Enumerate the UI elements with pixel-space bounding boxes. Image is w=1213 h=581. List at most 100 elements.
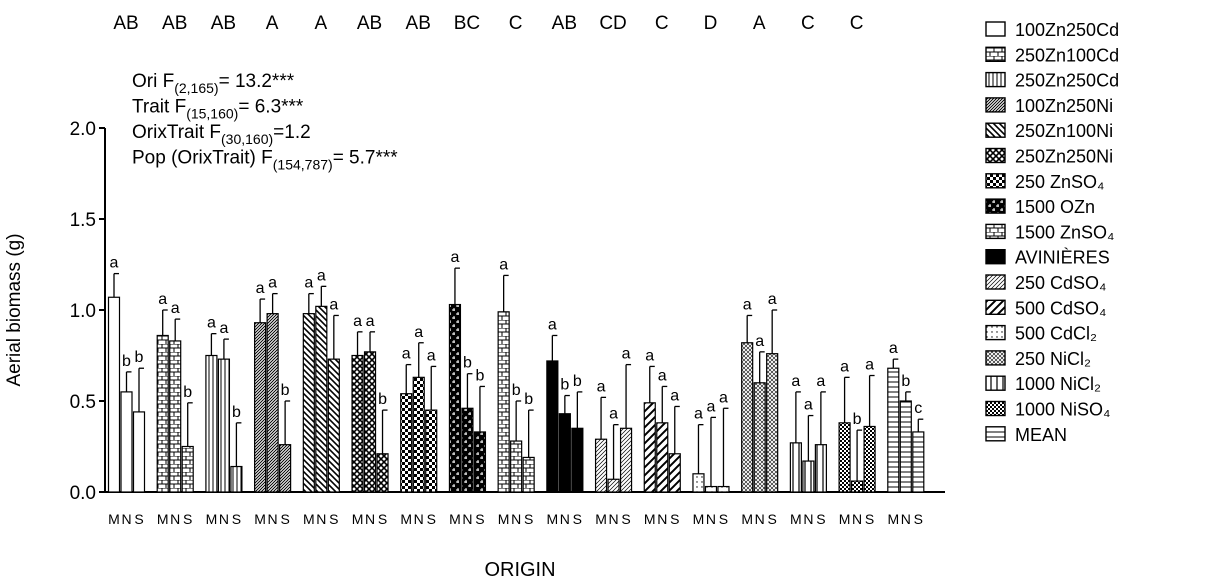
group-letter: AB bbox=[406, 13, 431, 34]
y-tick-label: 2.0 bbox=[70, 119, 96, 140]
legend-label: 100Zn250Ni bbox=[1015, 96, 1113, 116]
significance-letter: a bbox=[414, 324, 423, 341]
bar-label: N bbox=[365, 511, 375, 527]
annotation-text: Trait F bbox=[132, 97, 186, 118]
bar bbox=[448, 303, 462, 493]
significance-letter: a bbox=[755, 333, 764, 350]
significance-letter: a bbox=[658, 367, 667, 384]
legend-label: 250Zn100Ni bbox=[1015, 121, 1113, 141]
legend-swatch bbox=[985, 274, 1006, 290]
significance-letter: b bbox=[281, 382, 290, 399]
significance-letter: a bbox=[840, 358, 849, 375]
bar-label: S bbox=[134, 511, 143, 527]
significance-letter: b bbox=[463, 355, 472, 372]
bar bbox=[461, 407, 474, 493]
legend-swatch bbox=[985, 71, 1006, 88]
bar-label: N bbox=[121, 511, 131, 527]
bar bbox=[558, 413, 571, 493]
bar bbox=[717, 485, 730, 493]
significance-letter: b bbox=[512, 382, 521, 399]
group-letter: A bbox=[314, 13, 327, 34]
bar-label: S bbox=[914, 511, 923, 527]
bar bbox=[181, 445, 194, 493]
bar bbox=[594, 438, 608, 493]
significance-letter: a bbox=[427, 347, 436, 364]
bar bbox=[766, 353, 779, 493]
bar bbox=[643, 402, 656, 493]
legend-swatch bbox=[985, 46, 1006, 62]
legend-label: 100Zn250Cd bbox=[1015, 20, 1119, 40]
bar bbox=[887, 367, 900, 493]
bar bbox=[425, 409, 438, 493]
significance-letter: a bbox=[353, 313, 362, 330]
legend-swatch bbox=[985, 400, 1006, 417]
bar-label: S bbox=[329, 511, 338, 527]
bar-label: M bbox=[449, 511, 461, 527]
significance-letter: c bbox=[914, 400, 922, 417]
bar bbox=[802, 460, 815, 493]
significance-letter: b bbox=[524, 391, 533, 408]
bar bbox=[254, 322, 267, 493]
significance-letter: a bbox=[804, 397, 813, 414]
significance-letter: a bbox=[329, 296, 338, 313]
significance-letter: a bbox=[548, 316, 557, 333]
bar-label: M bbox=[595, 511, 607, 527]
significance-letter: a bbox=[597, 378, 606, 395]
bar bbox=[571, 427, 584, 493]
legend-swatch bbox=[985, 350, 1006, 366]
legend-label: 250 NiCl₂ bbox=[1015, 349, 1091, 369]
bar bbox=[205, 354, 218, 493]
bar-label: N bbox=[560, 511, 570, 527]
legend-swatch bbox=[985, 299, 1006, 315]
bar bbox=[522, 456, 535, 493]
y-tick-label: 0.5 bbox=[70, 392, 96, 413]
bar bbox=[497, 311, 510, 493]
bar-label: M bbox=[547, 511, 559, 527]
significance-letter: b bbox=[853, 411, 862, 428]
group-letter: C bbox=[509, 13, 523, 34]
significance-letter: a bbox=[694, 406, 703, 423]
annotation: OrixTrait F(30,160)=1.2 bbox=[132, 122, 311, 147]
significance-letter: a bbox=[670, 387, 679, 404]
bar bbox=[302, 313, 315, 493]
bar-label: N bbox=[706, 511, 716, 527]
significance-letter: a bbox=[816, 373, 825, 390]
annotation-value: =1.2 bbox=[273, 122, 311, 143]
bar bbox=[473, 431, 487, 493]
bar bbox=[850, 480, 864, 493]
annotation-text: OrixTrait F bbox=[132, 122, 221, 143]
bar bbox=[814, 444, 827, 493]
bar-label: S bbox=[621, 511, 630, 527]
legend-swatch bbox=[985, 122, 1006, 138]
significance-letter: a bbox=[304, 275, 313, 292]
bar bbox=[266, 313, 279, 493]
y-axis-title: Aerial biomass (g) bbox=[4, 233, 25, 386]
bar-label: N bbox=[462, 511, 472, 527]
bar-label: S bbox=[183, 511, 192, 527]
significance-letter: b bbox=[901, 373, 910, 390]
significance-letter: b bbox=[560, 377, 569, 394]
bar-label: N bbox=[852, 511, 862, 527]
annotation-subscript: (2,165) bbox=[174, 80, 218, 96]
bar-label: S bbox=[719, 511, 728, 527]
bar-label: N bbox=[901, 511, 911, 527]
annotation: Ori F(2,165)= 13.2*** bbox=[132, 71, 295, 96]
significance-letter: a bbox=[743, 296, 752, 313]
bar bbox=[899, 400, 912, 493]
legend-swatch bbox=[985, 21, 1006, 37]
significance-letter: a bbox=[768, 291, 777, 308]
annotation-subscript: (15,160) bbox=[186, 106, 238, 122]
bar-label: M bbox=[303, 511, 315, 527]
annotation-text: Pop (OrixTrait) F bbox=[132, 148, 273, 169]
significance-letter: a bbox=[317, 267, 326, 284]
annotation-value: = 13.2*** bbox=[219, 71, 295, 92]
bar bbox=[120, 391, 133, 493]
bar-label: S bbox=[232, 511, 241, 527]
bar-label: N bbox=[219, 511, 229, 527]
bar bbox=[753, 382, 766, 493]
group-letter: A bbox=[753, 13, 766, 34]
significance-letter: a bbox=[402, 346, 411, 363]
bar-label: N bbox=[511, 511, 521, 527]
legend-label: 1000 NiSO₄ bbox=[1015, 400, 1110, 420]
group-letter: C bbox=[655, 13, 669, 34]
